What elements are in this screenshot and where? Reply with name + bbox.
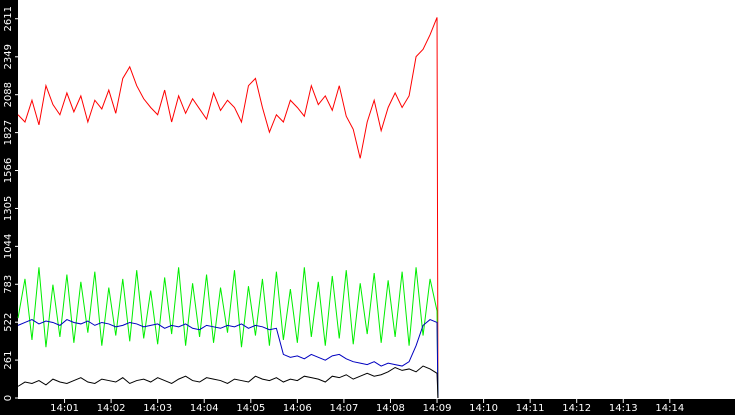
- y-tick-label: 783: [3, 275, 14, 294]
- x-tick-label: 14:10: [469, 403, 498, 414]
- x-tick-label: 14:04: [190, 403, 219, 414]
- series-line: [17, 365, 439, 399]
- y-tick-label: 2349: [3, 44, 14, 69]
- y-axis-strip: [0, 0, 18, 415]
- y-tick-label: 1044: [3, 234, 14, 259]
- x-tick-label: 14:07: [329, 403, 358, 414]
- x-tick-label: 14:12: [562, 403, 591, 414]
- x-tick-label: 14:03: [143, 403, 172, 414]
- series-line: [17, 17, 439, 399]
- x-tick-label: 14:11: [516, 403, 545, 414]
- y-tick-label: 261: [3, 351, 14, 370]
- x-tick-label: 14:01: [50, 403, 79, 414]
- x-tick-label: 14:08: [376, 403, 405, 414]
- x-tick-label: 14:13: [609, 403, 638, 414]
- y-tick-label: 2088: [3, 82, 14, 107]
- y-tick-label: 0: [3, 395, 14, 401]
- y-tick-label: 1305: [3, 196, 14, 221]
- x-tick-label: 14:14: [655, 403, 684, 414]
- series-line: [17, 318, 439, 399]
- x-tick-label: 14:06: [283, 403, 312, 414]
- y-tick-label: 2611: [3, 6, 14, 31]
- x-tick-label: 14:05: [236, 403, 265, 414]
- x-tick-label: 14:02: [97, 403, 126, 414]
- x-tick-label: 14:09: [423, 403, 452, 414]
- series-line: [17, 267, 439, 399]
- y-tick-label: 522: [3, 313, 14, 332]
- x-axis-strip: [0, 399, 735, 415]
- y-tick-label: 1827: [3, 120, 14, 145]
- y-tick-label: 1566: [3, 158, 14, 183]
